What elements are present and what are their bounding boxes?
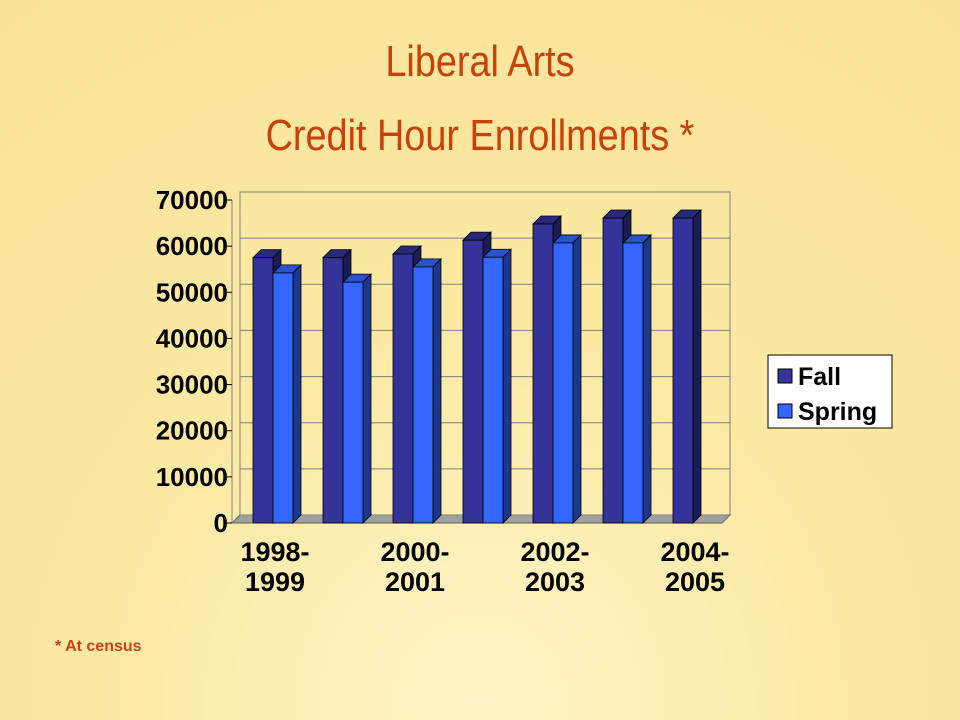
bar xyxy=(532,223,554,524)
legend-label: Spring xyxy=(798,398,877,426)
bar xyxy=(602,217,624,524)
bar xyxy=(552,242,574,524)
bar-side xyxy=(692,209,702,524)
x-tick-label: 2002-2003 xyxy=(520,537,590,597)
bar xyxy=(482,256,504,524)
footnote: * At census xyxy=(55,638,142,655)
x-tick-label: 2004-2005 xyxy=(660,537,730,597)
legend-swatch xyxy=(777,368,793,384)
bar xyxy=(672,217,694,524)
y-tick-label: 60000 xyxy=(156,231,228,261)
bar xyxy=(322,257,344,524)
bar-side xyxy=(502,248,512,524)
bar xyxy=(622,242,644,524)
y-tick-label: 10000 xyxy=(156,462,228,492)
y-tick-label: 30000 xyxy=(156,370,228,400)
legend-label: Fall xyxy=(798,363,841,391)
chart-subtitle: Credit Hour Enrollments * xyxy=(266,110,695,159)
bar xyxy=(272,272,294,524)
bar-side xyxy=(362,273,372,524)
bar xyxy=(342,281,364,524)
bar xyxy=(392,253,414,524)
x-tick-label: 2000-2001 xyxy=(380,537,450,597)
x-tick-label: 1998-1999 xyxy=(240,537,310,597)
bar xyxy=(462,239,484,524)
y-tick-label: 0 xyxy=(214,508,228,538)
bar xyxy=(252,257,274,524)
legend-swatch xyxy=(777,403,793,419)
bar-side xyxy=(642,233,652,524)
bar-side xyxy=(572,233,582,524)
bar-side xyxy=(432,257,442,524)
y-tick-label: 40000 xyxy=(156,323,228,353)
y-tick-label: 70000 xyxy=(156,185,228,215)
chart-title: Liberal Arts xyxy=(385,36,574,85)
bar xyxy=(412,266,434,524)
y-tick-label: 50000 xyxy=(156,277,228,307)
bar-side xyxy=(292,263,302,524)
y-tick-label: 20000 xyxy=(156,416,228,446)
